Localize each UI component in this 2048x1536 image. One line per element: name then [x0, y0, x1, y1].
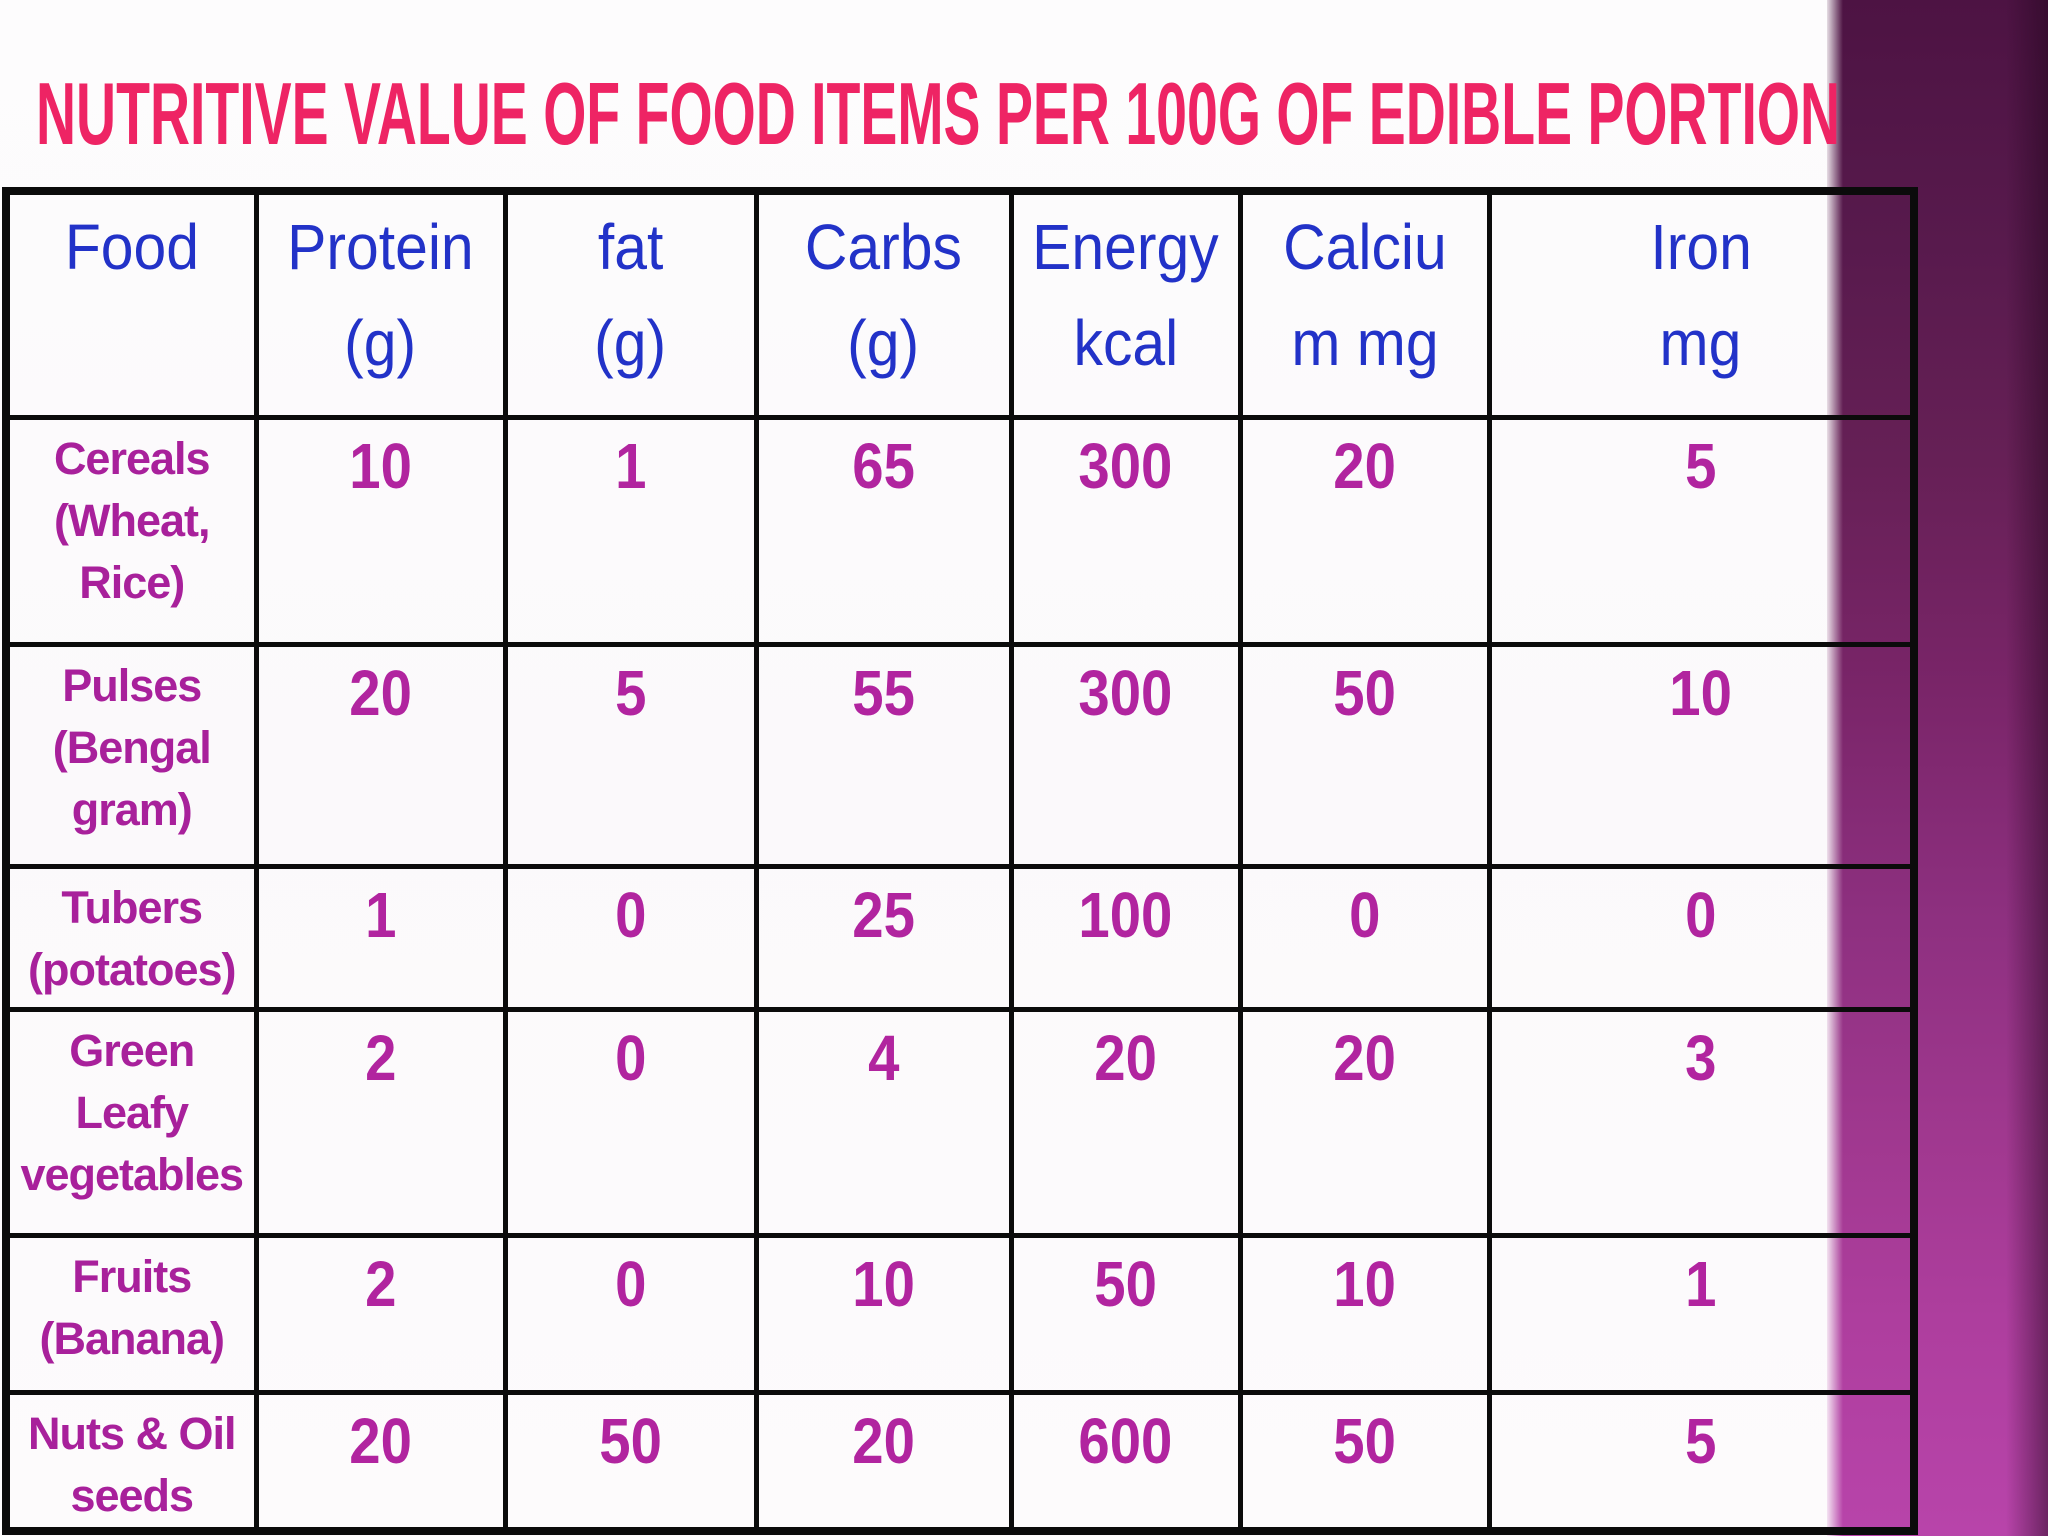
- food-label: Nuts & Oil seeds: [3, 1389, 259, 1534]
- header-line1: Protein: [287, 211, 474, 283]
- table-row-tubers: Tubers (potatoes) 1 0 25 100 0 0: [3, 863, 1917, 1012]
- value-cell: 20: [1237, 414, 1492, 647]
- value-cell: 65: [753, 414, 1014, 647]
- slide-title: NUTRITIVE VALUE OF FOOD ITEMS PER 100G O…: [36, 64, 1841, 163]
- value-cell: 10: [1486, 641, 1917, 869]
- header-line2: (g): [847, 307, 920, 379]
- value-cell: 50: [1008, 1232, 1243, 1395]
- food-label: Tubers (potatoes): [3, 863, 259, 1012]
- header-line1: Calciu: [1282, 211, 1447, 283]
- column-header-fat: fat (g): [502, 188, 759, 420]
- value-cell: 3: [1486, 1006, 1917, 1238]
- header-line2: m mg: [1290, 307, 1439, 379]
- column-header-protein: Protein (g): [253, 188, 508, 420]
- table-row-pulses: Pulses (Bengal gram) 20 5 55 300 50 10: [3, 641, 1917, 869]
- value-cell: 10: [753, 1232, 1014, 1395]
- header-line2: (g): [344, 307, 417, 379]
- value-cell: 50: [1237, 1389, 1492, 1534]
- column-header-energy: Energy kcal: [1008, 188, 1243, 420]
- value-cell: 0: [502, 1232, 759, 1395]
- nutritive-value-table: Food Protein (g) fat (g) Carbs (g) Energ…: [2, 187, 1918, 1535]
- header-line1: Food: [64, 211, 199, 283]
- value-cell: 20: [253, 641, 508, 869]
- value-cell: 20: [1008, 1006, 1243, 1238]
- value-cell: 5: [502, 641, 759, 869]
- food-label: Green Leafy vegetables: [3, 1006, 259, 1238]
- value-cell: 5: [1486, 414, 1917, 647]
- header-line2: mg: [1659, 307, 1742, 379]
- value-cell: 10: [253, 414, 508, 647]
- value-cell: 50: [502, 1389, 759, 1534]
- table-row-cereals: Cereals (Wheat, Rice) 10 1 65 300 20 5: [3, 414, 1917, 647]
- value-cell: 0: [1237, 863, 1492, 1012]
- header-line1: fat: [597, 211, 664, 283]
- value-cell: 2: [253, 1232, 508, 1395]
- value-cell: 4: [753, 1006, 1014, 1238]
- food-label: Cereals (Wheat, Rice): [3, 414, 259, 647]
- value-cell: 100: [1008, 863, 1243, 1012]
- value-cell: 1: [253, 863, 508, 1012]
- value-cell: 1: [1486, 1232, 1917, 1395]
- value-cell: 55: [753, 641, 1014, 869]
- food-label: Fruits (Banana): [3, 1232, 259, 1395]
- value-cell: 300: [1008, 641, 1243, 869]
- value-cell: 0: [502, 1006, 759, 1238]
- value-cell: 1: [502, 414, 759, 647]
- column-header-calcium: Calciu m mg: [1237, 188, 1492, 420]
- header-line2: (g): [594, 307, 667, 379]
- column-header-food: Food: [3, 188, 259, 420]
- value-cell: 300: [1008, 414, 1243, 647]
- value-cell: 20: [253, 1389, 508, 1534]
- table-row-nuts-oil-seeds: Nuts & Oil seeds 20 50 20 600 50 5: [3, 1389, 1917, 1534]
- value-cell: 5: [1486, 1389, 1917, 1534]
- value-cell: 20: [1237, 1006, 1492, 1238]
- value-cell: 25: [753, 863, 1014, 1012]
- table-row-fruits: Fruits (Banana) 2 0 10 50 10 1: [3, 1232, 1917, 1395]
- table-header-row: Food Protein (g) fat (g) Carbs (g) Energ…: [3, 188, 1917, 420]
- header-line1: Carbs: [804, 211, 963, 283]
- value-cell: 20: [753, 1389, 1014, 1534]
- value-cell: 0: [502, 863, 759, 1012]
- table-row-green-leafy-vegetables: Green Leafy vegetables 2 0 4 20 20 3: [3, 1006, 1917, 1238]
- value-cell: 0: [1486, 863, 1917, 1012]
- value-cell: 2: [253, 1006, 508, 1238]
- header-line1: Iron: [1650, 211, 1752, 283]
- food-label: Pulses (Bengal gram): [3, 641, 259, 869]
- value-cell: 50: [1237, 641, 1492, 869]
- column-header-iron: Iron mg: [1486, 188, 1917, 420]
- header-line2: kcal: [1073, 307, 1178, 379]
- value-cell: 600: [1008, 1389, 1243, 1534]
- value-cell: 10: [1237, 1232, 1492, 1395]
- column-header-carbs: Carbs (g): [753, 188, 1014, 420]
- header-line1: Energy: [1032, 211, 1219, 283]
